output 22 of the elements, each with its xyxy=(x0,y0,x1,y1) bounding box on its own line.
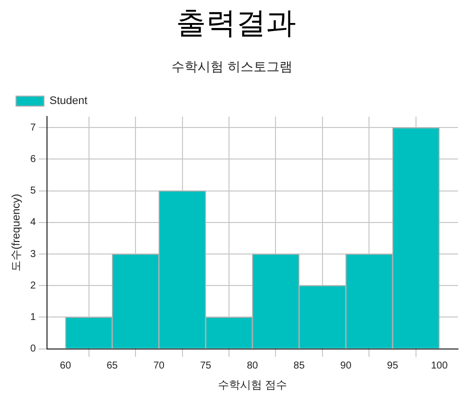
x-tick-label: 60 xyxy=(60,360,72,372)
y-tick-label: 6 xyxy=(30,154,36,165)
x-axis-title: 수학시험 점수 xyxy=(218,379,287,392)
chart-subtitle: 수학시험 히스토그램 xyxy=(171,60,293,76)
y-tick-label: 0 xyxy=(30,344,36,355)
y-tick-label: 5 xyxy=(30,186,36,197)
x-tick-label: 90 xyxy=(340,360,352,372)
x-tick-label: 85 xyxy=(294,360,306,372)
x-tick-label: 80 xyxy=(246,360,258,372)
x-tick-label: 95 xyxy=(387,360,399,372)
x-tick-label: 70 xyxy=(153,360,165,372)
y-tick-label: 2 xyxy=(30,280,36,292)
chart-title: 출력결과 xyxy=(175,5,297,43)
y-axis-title: 도수(frequency) xyxy=(10,194,23,272)
x-tick-label: 65 xyxy=(106,360,118,372)
y-tick-label: 4 xyxy=(30,217,36,228)
y-tick-label: 3 xyxy=(30,248,36,260)
legend-label: Student xyxy=(50,95,88,108)
x-tick-label: 75 xyxy=(200,360,212,372)
y-tick-label: 1 xyxy=(30,312,36,323)
x-tick-label: 100 xyxy=(430,360,448,372)
y-tick-label: 7 xyxy=(30,122,36,134)
